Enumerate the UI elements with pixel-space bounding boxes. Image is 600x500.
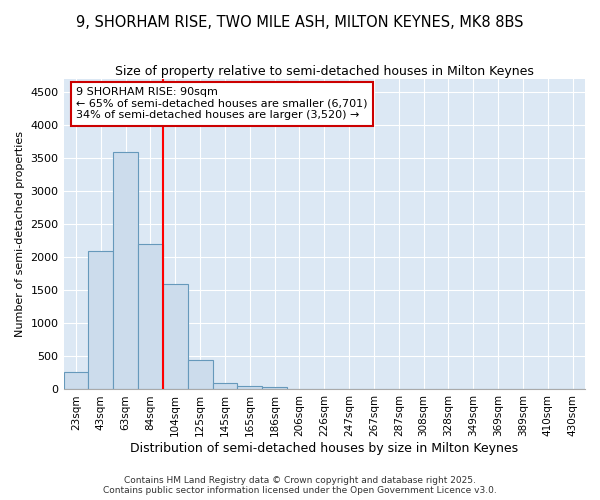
Y-axis label: Number of semi-detached properties: Number of semi-detached properties bbox=[15, 132, 25, 338]
Bar bbox=[113, 152, 138, 390]
Bar bbox=[88, 251, 113, 390]
Bar bbox=[188, 360, 212, 390]
Bar bbox=[163, 284, 188, 390]
Bar bbox=[138, 244, 163, 390]
X-axis label: Distribution of semi-detached houses by size in Milton Keynes: Distribution of semi-detached houses by … bbox=[130, 442, 518, 455]
Bar bbox=[238, 386, 262, 390]
Bar bbox=[262, 387, 287, 390]
Bar bbox=[212, 383, 238, 390]
Text: 9, SHORHAM RISE, TWO MILE ASH, MILTON KEYNES, MK8 8BS: 9, SHORHAM RISE, TWO MILE ASH, MILTON KE… bbox=[76, 15, 524, 30]
Bar bbox=[64, 372, 88, 390]
Text: 9 SHORHAM RISE: 90sqm
← 65% of semi-detached houses are smaller (6,701)
34% of s: 9 SHORHAM RISE: 90sqm ← 65% of semi-deta… bbox=[76, 87, 368, 120]
Title: Size of property relative to semi-detached houses in Milton Keynes: Size of property relative to semi-detach… bbox=[115, 65, 534, 78]
Text: Contains HM Land Registry data © Crown copyright and database right 2025.
Contai: Contains HM Land Registry data © Crown c… bbox=[103, 476, 497, 495]
